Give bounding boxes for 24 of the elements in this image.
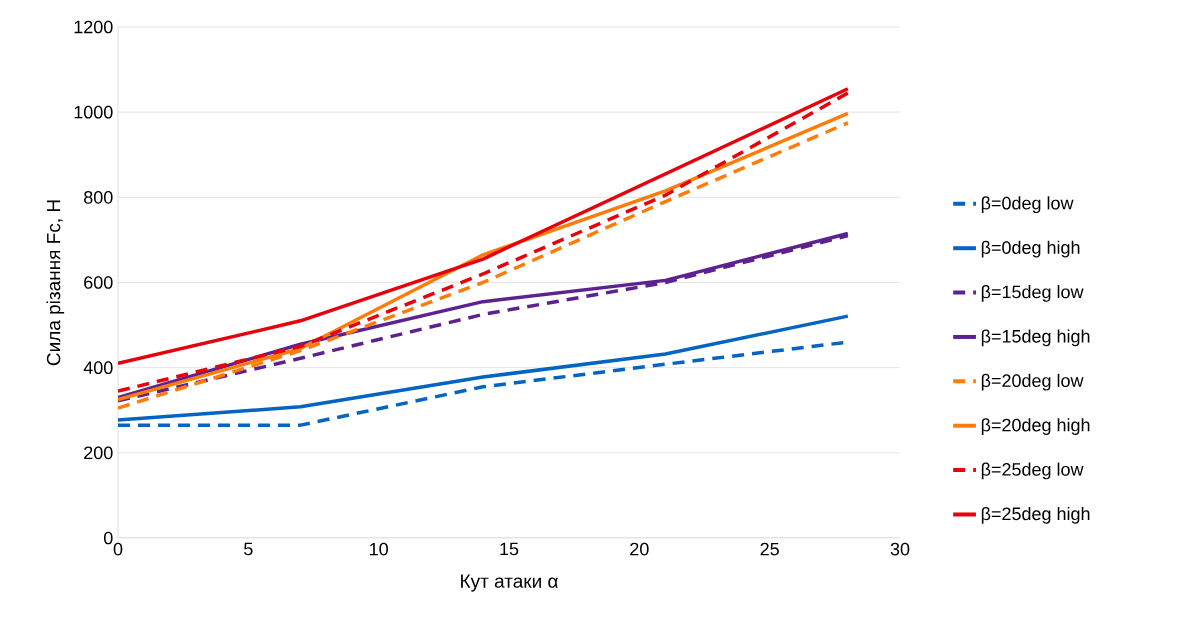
legend-label: β=25deg high xyxy=(981,506,1090,524)
y-tick-label: 400 xyxy=(83,361,113,375)
y-tick-label: 600 xyxy=(84,276,113,289)
y-tick-label: 800 xyxy=(84,190,113,204)
legend-label: β=25deg low xyxy=(981,462,1084,480)
legend-label: β=20deg low xyxy=(981,373,1084,391)
legend-label: β=15deg low xyxy=(981,285,1084,302)
x-tick-label: 30 xyxy=(890,542,910,556)
legend-label: β=20deg high xyxy=(981,418,1090,435)
x-tick-label: 10 xyxy=(370,542,388,556)
x-tick-label: 15 xyxy=(500,542,519,556)
y-tick-label: 0 xyxy=(103,531,113,545)
x-tick-label: 25 xyxy=(760,542,779,556)
y-tick-label: 200 xyxy=(84,446,113,460)
legend-label: β=0deg high xyxy=(981,240,1080,258)
y-tick-label: 1200 xyxy=(74,20,113,34)
y-tick-label: 1000 xyxy=(74,105,113,119)
legend-label: β=15deg high xyxy=(981,329,1090,347)
x-tick-label: 5 xyxy=(244,542,253,556)
x-tick-label: 20 xyxy=(630,542,649,556)
x-tick-label: 0 xyxy=(113,542,123,556)
legend-label: β=0deg low xyxy=(981,196,1074,214)
y-axis-title: Сила різання Fc, Н xyxy=(46,200,65,366)
x-axis-title: Кут атаки α xyxy=(461,574,558,592)
